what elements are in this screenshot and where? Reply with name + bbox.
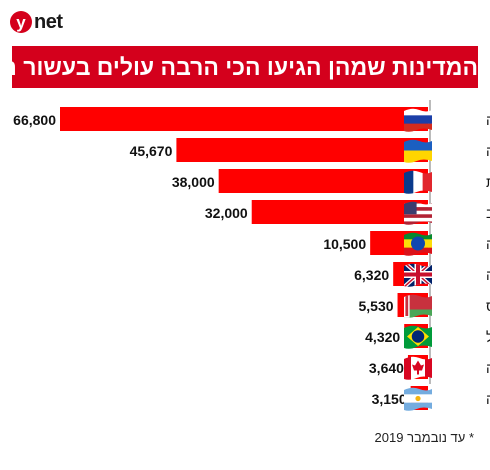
value-label: 3,150	[372, 391, 407, 407]
bar	[176, 138, 428, 162]
category-label: בלארוס	[486, 298, 490, 314]
flag-ethiopia-icon	[404, 232, 432, 256]
category-label: צרפת	[486, 174, 490, 190]
flag-argentina-icon	[404, 387, 432, 411]
bar	[251, 200, 428, 224]
logo-word: net	[34, 10, 63, 33]
value-label: 4,320	[365, 329, 400, 345]
footnote: * עד נובמבר 2019	[374, 430, 474, 445]
flag-belarus-icon	[404, 294, 432, 318]
chart-title: המדינות שמהן הגיעו הכי הרבה עולים בעשור …	[12, 46, 478, 88]
category-label: אוקראינה	[486, 143, 490, 159]
flag-france-icon	[404, 170, 432, 194]
category-label: ארה"ב	[486, 205, 490, 221]
value-label: 6,320	[354, 267, 389, 283]
category-label: קנדה	[486, 360, 490, 376]
category-label: אתיופיה	[486, 236, 490, 252]
category-label: ארגנטינה	[486, 391, 490, 407]
flag-russia-icon	[404, 108, 432, 132]
value-label: 45,670	[130, 143, 173, 159]
bar	[60, 107, 428, 131]
flag-canada-icon	[404, 356, 432, 380]
value-label: 66,800	[13, 112, 56, 128]
category-label: ברזיל	[486, 329, 490, 345]
bar	[218, 169, 428, 193]
flag-brazil-icon	[404, 325, 432, 349]
category-label: רוסיה	[486, 112, 490, 128]
value-label: 5,530	[358, 298, 393, 314]
value-label: 3,640	[369, 360, 404, 376]
value-label: 38,000	[172, 174, 215, 190]
category-label: בריטניה	[486, 267, 490, 283]
ynet-logo: y net	[10, 6, 63, 38]
value-label: 32,000	[205, 205, 248, 221]
logo-letter: y	[10, 11, 32, 33]
value-label: 10,500	[323, 236, 366, 252]
